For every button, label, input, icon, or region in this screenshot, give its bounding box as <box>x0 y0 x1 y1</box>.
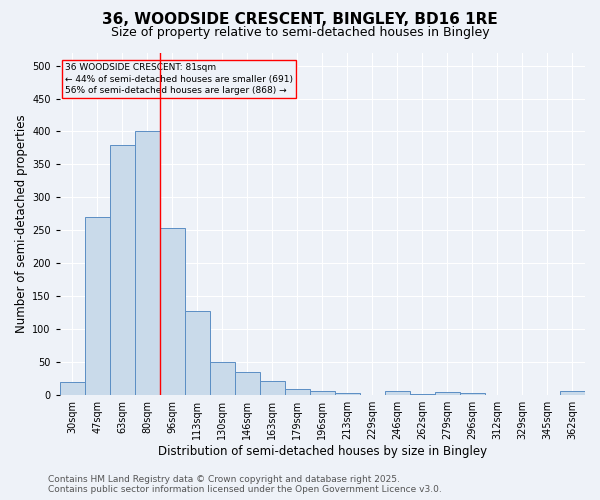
X-axis label: Distribution of semi-detached houses by size in Bingley: Distribution of semi-detached houses by … <box>158 444 487 458</box>
Bar <box>385 391 410 394</box>
Bar <box>435 392 460 394</box>
Bar <box>285 389 310 394</box>
Bar <box>210 362 235 394</box>
Bar <box>235 372 260 394</box>
Bar <box>560 392 585 394</box>
Text: 36 WOODSIDE CRESCENT: 81sqm
← 44% of semi-detached houses are smaller (691)
56% : 36 WOODSIDE CRESCENT: 81sqm ← 44% of sem… <box>65 63 293 96</box>
Bar <box>135 132 160 394</box>
Bar <box>310 392 335 394</box>
Text: Size of property relative to semi-detached houses in Bingley: Size of property relative to semi-detach… <box>110 26 490 39</box>
Bar <box>110 144 135 394</box>
Bar <box>60 382 85 394</box>
Text: Contains HM Land Registry data © Crown copyright and database right 2025.
Contai: Contains HM Land Registry data © Crown c… <box>48 474 442 494</box>
Bar <box>85 217 110 394</box>
Bar <box>185 311 210 394</box>
Bar <box>260 381 285 394</box>
Bar <box>160 228 185 394</box>
Y-axis label: Number of semi-detached properties: Number of semi-detached properties <box>15 114 28 333</box>
Text: 36, WOODSIDE CRESCENT, BINGLEY, BD16 1RE: 36, WOODSIDE CRESCENT, BINGLEY, BD16 1RE <box>102 12 498 28</box>
